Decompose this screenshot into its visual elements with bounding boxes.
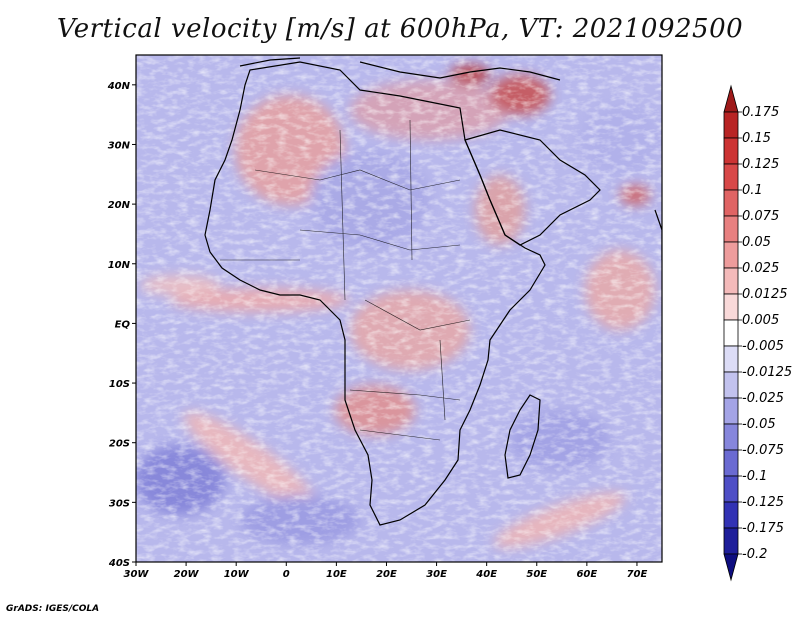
colorbar-label: -0.1 xyxy=(742,469,767,484)
country-borders xyxy=(220,119,471,441)
colorbar-label: -0.05 xyxy=(742,417,776,432)
lat-tick-label: 20N xyxy=(108,200,131,211)
plot-frame xyxy=(135,54,663,563)
colorbar-label: 0.175 xyxy=(742,105,779,120)
colorbar-label: 0.125 xyxy=(742,157,779,172)
colorbar-swatch xyxy=(723,501,739,529)
colorbar-label: 0.05 xyxy=(742,235,771,250)
colorbar-swatch xyxy=(723,137,739,165)
colorbar-swatch xyxy=(723,84,739,113)
colorbar-swatch xyxy=(723,397,739,425)
lon-tick-label: 70E xyxy=(627,569,648,580)
colorbar-label: -0.075 xyxy=(742,443,784,458)
coastlines xyxy=(204,57,662,526)
colorbar-swatch xyxy=(723,345,739,373)
madagascar-coastline xyxy=(504,394,541,479)
lat-tick-label: 10N xyxy=(108,260,131,271)
lat-tick-label: EQ xyxy=(115,319,131,330)
europe-coastline xyxy=(239,57,561,81)
lon-tick-label: 40E xyxy=(475,569,497,580)
colorbar-swatch xyxy=(723,553,739,582)
colorbar-swatch xyxy=(723,189,739,217)
colorbar-label: -0.0125 xyxy=(742,365,792,380)
colorbar-swatch xyxy=(723,293,739,321)
colorbar-label: 0.15 xyxy=(742,131,771,146)
lat-tick-label: 10S xyxy=(109,379,130,390)
lat-axis: 40N 30N 20N 10N EQ 10S 20S 30S 40S xyxy=(107,81,136,569)
colorbar-swatch xyxy=(723,215,739,243)
colorbar: 0.175 0.15 0.125 0.1 0.075 0.05 0.025 0.0125 0.0… xyxy=(723,84,792,582)
colorbar-label: -0.125 xyxy=(742,495,784,510)
colorbar-label: -0.025 xyxy=(742,391,784,406)
lon-tick-label: 10W xyxy=(224,569,250,580)
lon-tick-label: 20E xyxy=(376,569,397,580)
field-layer xyxy=(136,55,662,562)
lon-tick-label: 30E xyxy=(426,569,447,580)
map-title: Vertical velocity [m/s] at 600hPa, VT: 2… xyxy=(56,14,744,44)
colorbar-swatch xyxy=(723,267,739,295)
colorbar-label: 0.0125 xyxy=(742,287,788,302)
colorbar-swatch xyxy=(723,371,739,399)
colorbar-label: 0.025 xyxy=(742,261,779,276)
colorbar-label: -0.175 xyxy=(742,521,784,536)
lon-tick-label: 30W xyxy=(124,569,150,580)
lon-tick-label: 20W xyxy=(174,569,200,580)
colorbar-swatch xyxy=(723,241,739,269)
lat-tick-label: 20S xyxy=(109,439,130,450)
colorbar-swatch xyxy=(723,111,739,139)
lat-tick-label: 30N xyxy=(108,140,131,151)
arabia-coastline xyxy=(464,129,601,246)
colorbar-swatch xyxy=(723,527,739,555)
colorbar-label: -0.2 xyxy=(742,547,767,562)
colorbar-swatch xyxy=(723,319,739,347)
lon-tick-label: 10E xyxy=(326,569,347,580)
colorbar-swatch xyxy=(723,449,739,477)
lon-tick-label: 0 xyxy=(283,569,290,580)
india-coastline xyxy=(654,209,662,260)
colorbar-label: 0.075 xyxy=(742,209,779,224)
colorbar-label: 0.1 xyxy=(742,183,763,198)
lat-tick-label: 40N xyxy=(107,81,131,92)
lon-axis: 30W 20W 10W 0 10E 20E 30E 40E 50E 60E 70E xyxy=(124,562,648,580)
lat-tick-label: 40S xyxy=(108,558,130,569)
lon-tick-label: 50E xyxy=(526,569,547,580)
colorbar-swatch xyxy=(723,163,739,191)
lat-tick-label: 30S xyxy=(109,498,130,509)
colorbar-swatch xyxy=(723,423,739,451)
lon-tick-label: 60E xyxy=(576,569,597,580)
colorbar-label: 0.005 xyxy=(742,313,779,328)
colorbar-swatch xyxy=(723,475,739,503)
colorbar-label: -0.005 xyxy=(742,339,784,354)
credit-text: GrADS: IGES/COLA xyxy=(6,604,100,614)
